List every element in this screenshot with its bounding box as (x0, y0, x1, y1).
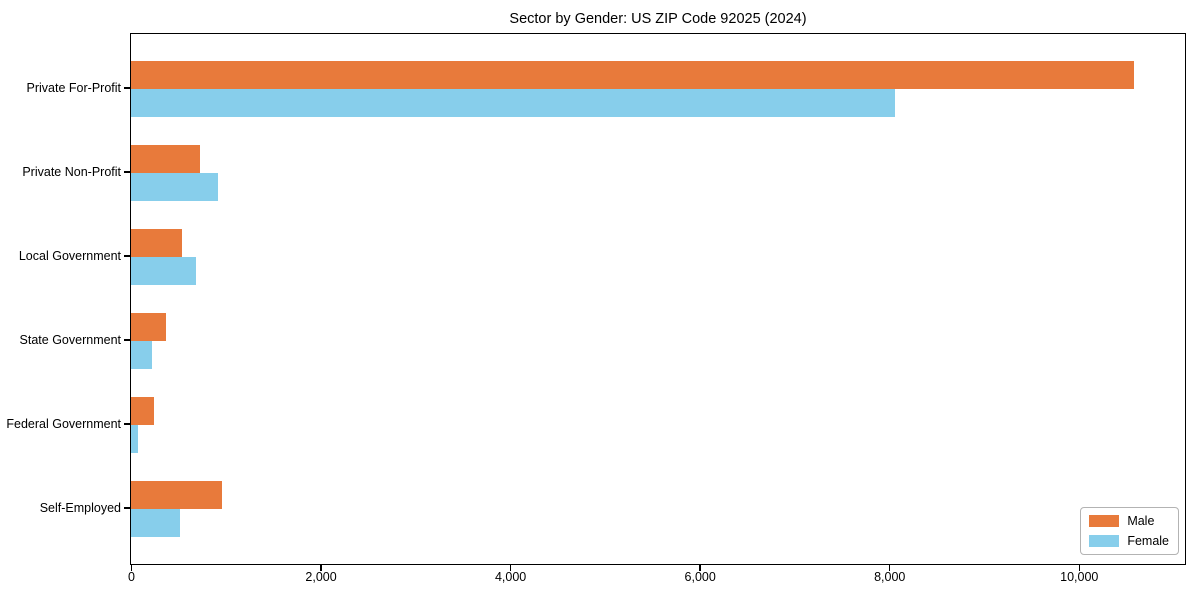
y-axis-label-private-for-profit: Private For-Profit (26, 81, 121, 95)
x-tick-mark (130, 565, 133, 571)
y-tick-mark (124, 87, 130, 89)
bar-male-self-employed (131, 481, 222, 509)
y-tick-mark (124, 507, 130, 509)
legend-swatch-male (1089, 515, 1120, 527)
x-tick-mark (1078, 565, 1081, 571)
x-tick-mark (509, 565, 512, 571)
bar-male-federal-government (131, 397, 155, 425)
x-tick-mark (699, 565, 701, 571)
x-tick-label-4000: 4,000 (494, 570, 527, 584)
x-tick-mark (320, 565, 322, 571)
x-tick-mark (888, 565, 891, 571)
y-tick-mark (124, 423, 130, 425)
bar-female-local-government (131, 257, 196, 285)
legend: Male Female (1080, 507, 1179, 555)
legend-label-male: Male (1127, 514, 1155, 528)
x-tick-label-6000: 6,000 (684, 570, 716, 584)
bar-female-self-employed (131, 509, 180, 537)
legend-item-female: Female (1089, 534, 1169, 548)
y-axis-label-local-government: Local Government (18, 249, 121, 263)
y-tick-mark (124, 255, 130, 257)
x-tick-label-10000: 10,000 (1060, 570, 1099, 584)
y-tick-mark (124, 171, 130, 173)
bar-male-local-government (131, 229, 183, 257)
bar-female-private-for-profit (131, 89, 895, 117)
bar-female-federal-government (131, 425, 139, 453)
plot-area: Male Female (130, 33, 1186, 565)
x-tick-label-2000: 2,000 (305, 570, 337, 584)
x-tick-label-8000: 8,000 (874, 570, 906, 584)
legend-item-male: Male (1089, 514, 1169, 528)
y-tick-mark (124, 339, 130, 341)
bar-female-private-non-profit (131, 173, 218, 201)
legend-label-female: Female (1127, 534, 1169, 548)
bar-female-state-government (131, 341, 153, 369)
bar-male-private-for-profit (131, 61, 1134, 89)
y-axis-label-private-non-profit: Private Non-Profit (22, 165, 121, 179)
chart-title: Sector by Gender: US ZIP Code 92025 (202… (509, 11, 807, 27)
x-tick-label-0: 0 (128, 570, 135, 584)
y-axis-label-self-employed: Self-Employed (39, 501, 121, 515)
legend-swatch-female (1089, 535, 1120, 547)
y-axis-label-state-government: State Government (19, 333, 121, 347)
bar-male-private-non-profit (131, 145, 201, 173)
y-axis-label-federal-government: Federal Government (6, 417, 121, 431)
bar-male-state-government (131, 313, 166, 341)
